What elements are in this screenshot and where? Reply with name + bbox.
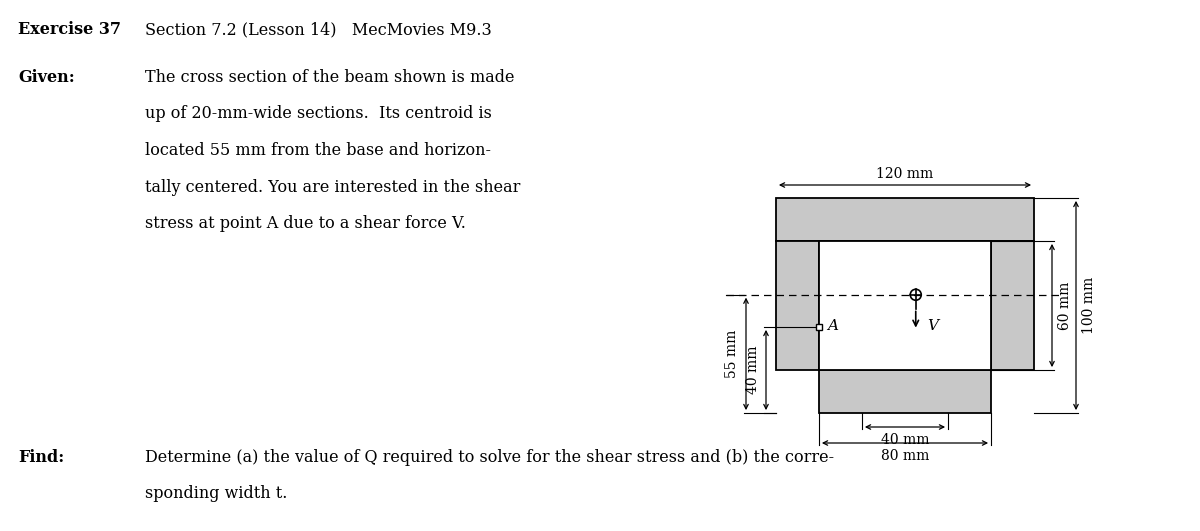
- Bar: [820, 370, 991, 413]
- Text: tally centered. You are interested in the shear: tally centered. You are interested in th…: [145, 178, 521, 195]
- Bar: [991, 241, 1034, 370]
- Bar: [820, 241, 991, 370]
- Text: up of 20-mm-wide sections.  Its centroid is: up of 20-mm-wide sections. Its centroid …: [145, 106, 492, 123]
- Text: 55 mm: 55 mm: [725, 330, 739, 378]
- Text: Find:: Find:: [18, 449, 65, 466]
- Text: stress at point A due to a shear force V.: stress at point A due to a shear force V…: [145, 215, 466, 232]
- Text: Section 7.2 (Lesson 14)   MecMovies M9.3: Section 7.2 (Lesson 14) MecMovies M9.3: [145, 21, 492, 38]
- Text: sponding width t.: sponding width t.: [145, 485, 287, 502]
- Text: V: V: [926, 319, 937, 332]
- Bar: [776, 198, 1034, 241]
- Text: 60 mm: 60 mm: [1058, 281, 1072, 330]
- Bar: [816, 324, 822, 330]
- Bar: [776, 241, 820, 370]
- Text: located 55 mm from the base and horizon-: located 55 mm from the base and horizon-: [145, 142, 491, 159]
- Text: The cross section of the beam shown is made: The cross section of the beam shown is m…: [145, 69, 515, 86]
- Text: 120 mm: 120 mm: [876, 167, 934, 181]
- Text: Given:: Given:: [18, 69, 74, 86]
- Text: Determine (a) the value of Q required to solve for the shear stress and (b) the : Determine (a) the value of Q required to…: [145, 449, 834, 466]
- Text: 40 mm: 40 mm: [746, 346, 760, 394]
- Text: 80 mm: 80 mm: [881, 449, 929, 463]
- Text: 40 mm: 40 mm: [881, 433, 929, 447]
- Text: 100 mm: 100 mm: [1082, 277, 1096, 334]
- Text: A: A: [827, 319, 838, 333]
- Text: Exercise 37: Exercise 37: [18, 21, 121, 38]
